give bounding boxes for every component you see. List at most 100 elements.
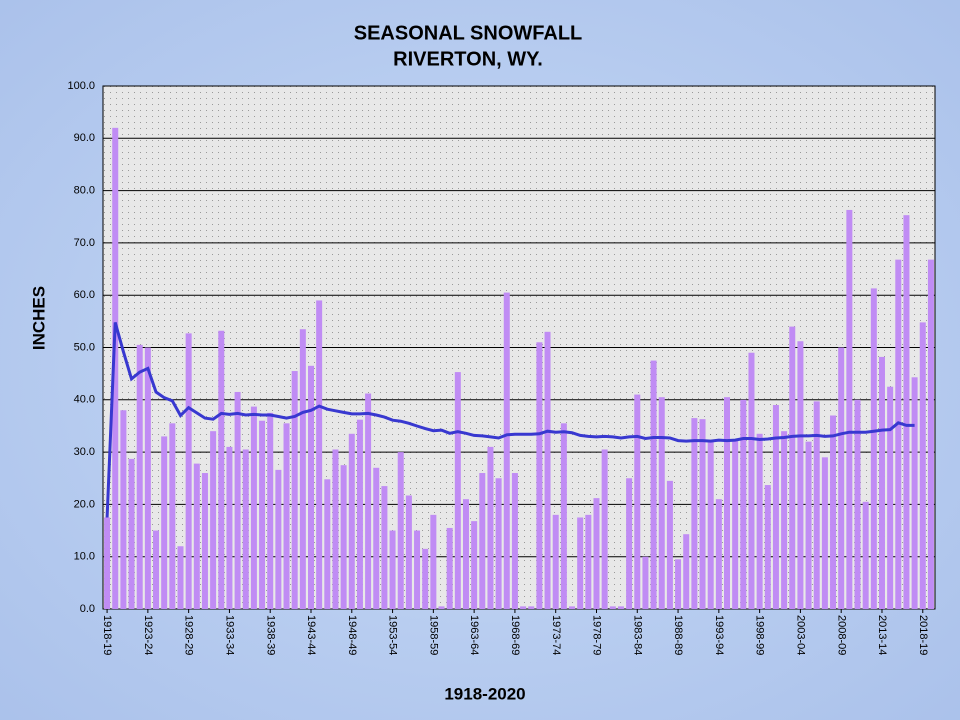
bar bbox=[854, 399, 861, 609]
bar bbox=[740, 399, 747, 609]
bar bbox=[830, 415, 837, 609]
bar bbox=[764, 485, 771, 609]
bar bbox=[373, 467, 380, 609]
bar bbox=[242, 449, 249, 609]
bar bbox=[577, 517, 584, 609]
y-tick-label: 30.0 bbox=[74, 446, 95, 458]
bar bbox=[927, 259, 934, 609]
x-tick-label: 1923-24 bbox=[142, 615, 154, 655]
x-tick-label: 1953-54 bbox=[387, 615, 399, 655]
bar bbox=[316, 300, 323, 609]
bar bbox=[601, 449, 608, 609]
x-tick-label: 1998-99 bbox=[754, 615, 766, 655]
y-tick-label: 50.0 bbox=[74, 341, 95, 353]
x-tick-label: 2003-04 bbox=[795, 615, 807, 655]
bar bbox=[691, 418, 698, 609]
x-tick-label: 1988-89 bbox=[672, 615, 684, 655]
x-tick-label: 1948-49 bbox=[346, 615, 358, 655]
y-tick-label: 70.0 bbox=[74, 237, 95, 249]
x-tick-label: 2013-14 bbox=[876, 615, 888, 655]
bar bbox=[275, 469, 282, 609]
bar bbox=[838, 347, 845, 609]
bar bbox=[846, 209, 853, 610]
bar bbox=[462, 499, 469, 609]
bar bbox=[454, 372, 461, 609]
bar bbox=[283, 423, 290, 609]
x-tick-label: 1963-64 bbox=[468, 615, 480, 655]
bar bbox=[365, 393, 372, 609]
x-tick-label: 1933-34 bbox=[224, 615, 236, 655]
bar bbox=[772, 405, 779, 609]
bar bbox=[683, 534, 690, 609]
bar bbox=[634, 394, 641, 609]
x-tick-label: 1968-69 bbox=[509, 615, 521, 655]
bar bbox=[430, 514, 437, 609]
bar bbox=[161, 436, 168, 609]
x-tick-label: 1958-59 bbox=[427, 615, 439, 655]
bar bbox=[642, 556, 649, 609]
bar bbox=[585, 514, 592, 609]
bar bbox=[495, 478, 502, 609]
bar bbox=[666, 480, 673, 609]
y-tick-label: 90.0 bbox=[74, 132, 95, 144]
bar bbox=[405, 495, 412, 609]
bar bbox=[919, 322, 926, 609]
bar bbox=[438, 606, 445, 609]
bar bbox=[487, 446, 494, 609]
bar bbox=[805, 441, 812, 609]
bar bbox=[414, 530, 421, 609]
bar bbox=[169, 423, 176, 609]
bar bbox=[756, 433, 763, 609]
bar bbox=[340, 465, 347, 609]
x-tick-label: 1918-19 bbox=[101, 615, 113, 655]
bar bbox=[675, 559, 682, 609]
y-axis-title: INCHES bbox=[29, 286, 48, 350]
bar bbox=[291, 371, 298, 609]
x-tick-label: 1943-44 bbox=[305, 615, 317, 655]
bar bbox=[471, 521, 478, 609]
bar bbox=[870, 288, 877, 609]
bar bbox=[218, 330, 225, 609]
bar bbox=[560, 423, 567, 609]
bar bbox=[356, 419, 363, 609]
bar bbox=[259, 420, 266, 609]
bar bbox=[536, 342, 543, 609]
bar bbox=[903, 215, 910, 609]
bar bbox=[112, 127, 119, 609]
bar bbox=[250, 406, 257, 609]
bar bbox=[732, 439, 739, 609]
y-tick-label: 0.0 bbox=[80, 603, 95, 615]
x-tick-label: 1938-39 bbox=[264, 615, 276, 655]
bar bbox=[120, 410, 127, 609]
x-tick-label: 1928-29 bbox=[183, 615, 195, 655]
x-tick-label: 1973-74 bbox=[550, 615, 562, 655]
bar bbox=[479, 473, 486, 609]
bar bbox=[308, 365, 314, 609]
bar bbox=[503, 292, 510, 609]
bar bbox=[821, 457, 828, 609]
bar bbox=[707, 441, 714, 609]
bar bbox=[699, 419, 706, 609]
bar bbox=[911, 377, 918, 609]
y-tick-label: 80.0 bbox=[74, 185, 95, 197]
bar bbox=[789, 326, 796, 609]
bar bbox=[422, 548, 429, 609]
bar bbox=[201, 473, 208, 609]
bar bbox=[593, 498, 600, 609]
x-axis-title: 1918-2020 bbox=[444, 684, 525, 703]
y-tick-label: 40.0 bbox=[74, 394, 95, 406]
bar bbox=[797, 341, 804, 609]
y-tick-label: 10.0 bbox=[74, 551, 95, 563]
bar bbox=[136, 344, 143, 609]
bar bbox=[348, 433, 355, 609]
bar bbox=[781, 431, 788, 609]
bar bbox=[193, 463, 200, 609]
bar bbox=[658, 397, 665, 609]
bar bbox=[878, 356, 885, 609]
bar bbox=[299, 329, 306, 609]
bar bbox=[528, 606, 535, 609]
chart-title: SEASONAL SNOWFALL bbox=[354, 22, 583, 44]
bar bbox=[104, 517, 111, 609]
bar bbox=[569, 606, 576, 609]
